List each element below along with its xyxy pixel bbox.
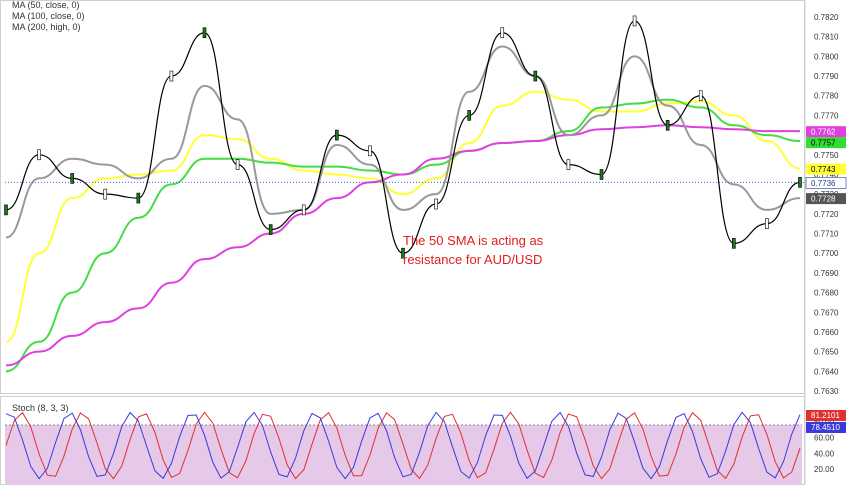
stoch-k-badge: [806, 410, 846, 421]
price-point: [301, 204, 306, 216]
price-point: [235, 159, 240, 170]
price-tick-label: 0.7700: [814, 249, 839, 258]
price-point: [467, 110, 471, 121]
price-tick-label: 0.7650: [814, 348, 839, 357]
price-point: [732, 238, 736, 249]
price-point: [368, 145, 372, 157]
stoch-series-group: [5, 411, 801, 480]
price-badge: [806, 126, 846, 138]
price-tick-label: 0.7820: [814, 13, 839, 22]
price-tick-label: 0.7670: [814, 308, 839, 317]
price-tick-label: 0.7680: [814, 289, 839, 298]
main-series-group: [4, 15, 802, 373]
legend-ma200: MA (200, high, 0): [12, 22, 81, 32]
stoch-k-line: [5, 411, 801, 480]
price-tick-label: 0.7660: [814, 328, 839, 337]
price-badge-label: 0.7743: [811, 165, 836, 174]
price-axis: 0.7820 0.7810 0.7800 0.7790 0.7780 0.7770 0.77…: [814, 13, 839, 396]
price-point: [335, 129, 339, 141]
price-point: [500, 27, 505, 39]
price-tick-label: 0.7640: [814, 367, 839, 376]
price-point: [4, 204, 8, 216]
legend-ma100: MA (100, close, 0): [12, 11, 85, 21]
price-point: [765, 218, 769, 229]
price-point: [698, 90, 703, 102]
series-line-0: [5, 90, 801, 343]
price-point: [70, 173, 74, 184]
price-tick-label: 0.7770: [814, 111, 839, 120]
stoch-label: Stoch (8, 3, 3): [12, 403, 69, 413]
legend-ma50: MA (50, close, 0): [12, 0, 80, 10]
main-pane-frame: [0, 0, 805, 394]
price-point: [37, 149, 41, 161]
price-tick-label: 0.7710: [814, 230, 839, 239]
price-point: [136, 192, 141, 204]
price-tick-label: 0.7720: [814, 210, 839, 219]
price-point: [268, 224, 273, 235]
price-badges: 0.7762 0.7757 0.7743 0.7736 0.7728: [805, 126, 847, 205]
price-badge: [805, 177, 847, 189]
price-point: [566, 159, 571, 170]
stoch-k-value: 81.2101: [811, 411, 840, 420]
price-tick-label: 0.7810: [814, 33, 839, 42]
series-line-3: [5, 45, 801, 239]
stoch-tick-label: 60.00: [814, 434, 835, 443]
price-badge: [806, 137, 846, 149]
price-badge: [806, 193, 846, 205]
price-point: [632, 15, 637, 27]
price-point: [103, 188, 108, 200]
price-badge-label: 0.7736: [811, 179, 836, 188]
price-badge-label: 0.7757: [811, 139, 836, 148]
price-tick-label: 0.7740: [814, 170, 839, 179]
stoch-tick-label: 40.00: [814, 449, 835, 458]
price-point: [665, 119, 670, 131]
stoch-tick-label: 20.00: [814, 465, 835, 474]
price-tick-label: 0.7790: [814, 72, 839, 81]
stoch-d-badge: [806, 422, 846, 433]
stoch-d-line: [5, 411, 801, 480]
annotation-line-1: The 50 SMA is acting as: [403, 233, 544, 248]
price-tick-label: 0.7750: [814, 151, 839, 160]
price-badge-label: 0.7728: [811, 195, 836, 204]
price-badge: [806, 163, 846, 175]
series-line-1: [5, 98, 801, 373]
price-tick-label: 0.7690: [814, 269, 839, 278]
price-point: [202, 27, 207, 39]
annotation-line-2: resistance for AUD/USD: [403, 252, 542, 267]
price-badge-label: 0.7762: [811, 128, 836, 137]
price-point: [599, 169, 604, 180]
price-point: [434, 198, 438, 210]
price-point: [401, 247, 405, 259]
price-tick-label: 0.7780: [814, 92, 839, 101]
stoch-d-value: 78.4510: [811, 423, 840, 432]
series-line-4: [5, 20, 801, 254]
price-point: [533, 70, 538, 82]
price-tick-label: 0.7630: [814, 387, 839, 396]
price-tick-label: 0.7800: [814, 52, 839, 61]
price-point: [169, 70, 174, 82]
